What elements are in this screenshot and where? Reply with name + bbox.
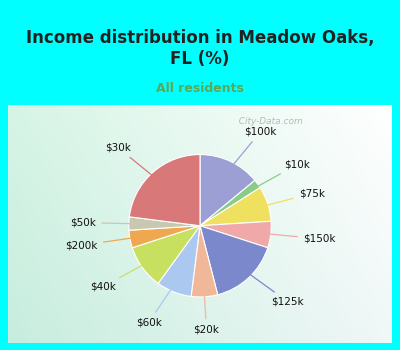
Wedge shape: [129, 155, 200, 226]
Wedge shape: [200, 155, 255, 226]
Text: $30k: $30k: [106, 143, 162, 184]
Wedge shape: [200, 226, 268, 295]
Text: $40k: $40k: [90, 259, 154, 292]
Wedge shape: [200, 221, 271, 248]
Text: $125k: $125k: [239, 266, 304, 307]
Text: City-Data.com: City-Data.com: [233, 117, 302, 126]
Text: Income distribution in Meadow Oaks,
FL (%): Income distribution in Meadow Oaks, FL (…: [26, 29, 374, 68]
Text: $150k: $150k: [256, 233, 336, 244]
Text: $75k: $75k: [254, 189, 325, 209]
Wedge shape: [200, 180, 260, 226]
Text: All residents: All residents: [156, 82, 244, 95]
Wedge shape: [129, 217, 200, 230]
Wedge shape: [191, 226, 218, 297]
Text: $10k: $10k: [246, 160, 310, 193]
Text: $50k: $50k: [70, 217, 144, 228]
Text: $20k: $20k: [194, 282, 220, 334]
Wedge shape: [132, 226, 200, 284]
Wedge shape: [200, 188, 271, 226]
Wedge shape: [158, 226, 200, 296]
Text: $100k: $100k: [224, 127, 276, 175]
Text: $60k: $60k: [136, 278, 179, 327]
Text: $200k: $200k: [66, 236, 145, 250]
Wedge shape: [129, 226, 200, 248]
